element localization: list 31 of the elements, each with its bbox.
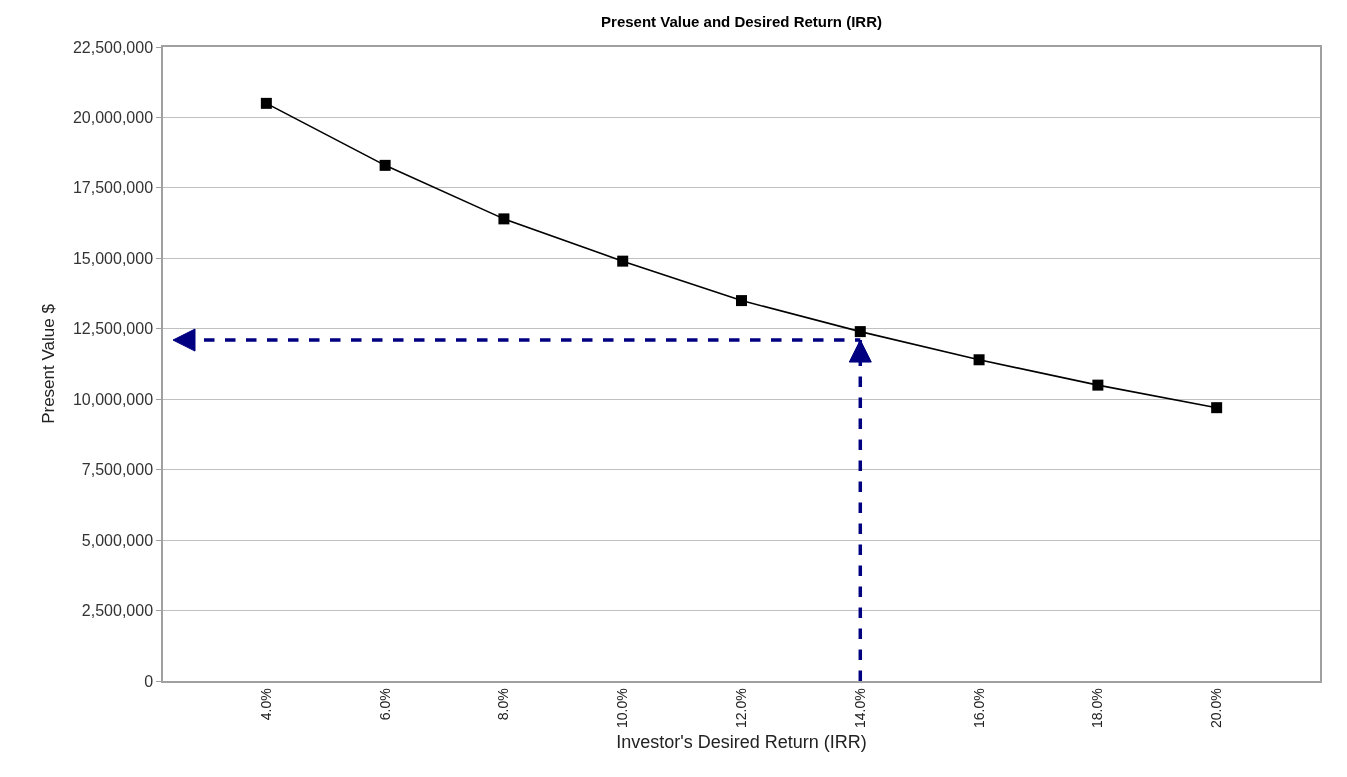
point <box>379 159 391 171</box>
y-axis-title: Present Value $ <box>39 303 59 424</box>
point <box>1211 402 1223 414</box>
point <box>736 295 747 307</box>
point <box>973 354 985 366</box>
y-tick-label: 22,500,000 <box>72 38 154 56</box>
x-tick-label: 10.0% <box>614 688 631 729</box>
x-tick-label: 20.0% <box>1208 688 1225 729</box>
y-tick-label: 7,500,000 <box>81 461 154 479</box>
x-tick-label: 18.0% <box>1089 688 1106 729</box>
y-tick-label: 5,000,000 <box>81 531 154 549</box>
y-tick-label: 20,000,000 <box>72 109 154 127</box>
x-axis-title: Investor's Desired Return (IRR) <box>616 731 867 752</box>
x-tick-label: 16.0% <box>970 688 987 729</box>
point <box>260 97 272 109</box>
chart-title: Present Value and Desired Return (IRR) <box>601 13 882 31</box>
y-tick-label: 2,500,000 <box>81 602 154 620</box>
x-tick-label: 6.0% <box>376 688 393 721</box>
y-tick-label: 17,500,000 <box>72 179 154 197</box>
y-tick-label: 10,000,000 <box>72 390 154 408</box>
x-tick-label: 14.0% <box>851 688 868 729</box>
point <box>1092 379 1104 391</box>
y-tick-label: 12,500,000 <box>72 320 154 338</box>
y-tick-label: 15,000,000 <box>72 249 154 267</box>
point <box>498 213 510 225</box>
x-tick-label: 4.0% <box>257 688 274 721</box>
x-tick-label: 12.0% <box>733 688 750 729</box>
y-tick-label: 0 <box>144 672 154 690</box>
x-tick-label: 8.0% <box>495 688 512 721</box>
point <box>617 255 629 267</box>
point <box>854 326 866 338</box>
